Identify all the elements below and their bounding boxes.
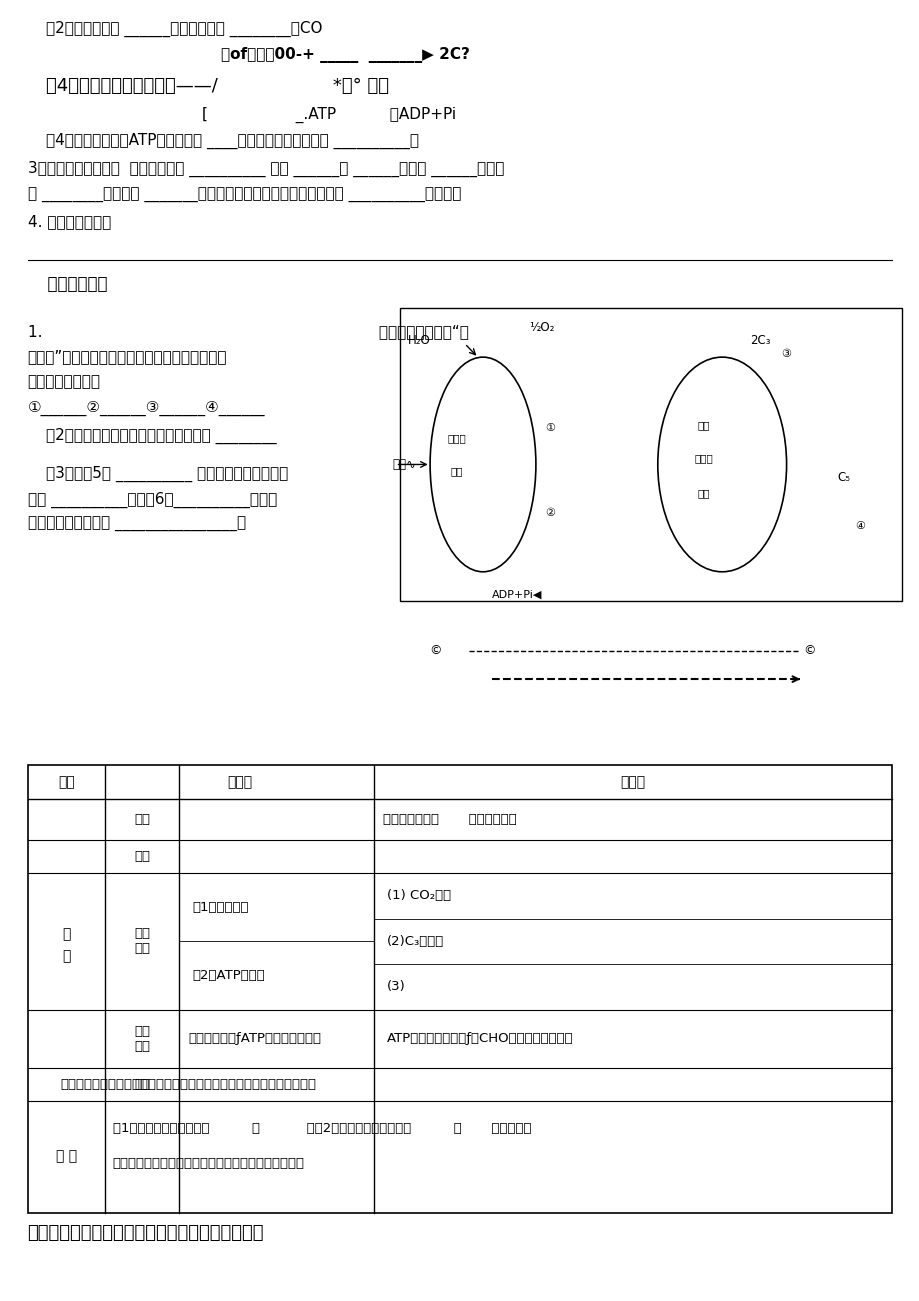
Text: 项目: 项目	[58, 775, 74, 788]
Text: ②: ②	[545, 507, 554, 518]
Text: ③: ③	[781, 349, 790, 359]
Text: ©: ©	[802, 644, 815, 657]
Text: 分子: 分子	[450, 466, 463, 476]
Text: 实质: 实质	[134, 1077, 150, 1090]
Text: (3): (3)	[387, 981, 405, 994]
Text: 3、光合作用的概念：  绿色植物通过 __________ 吸收 ______将 ______合成为 ______并释放: 3、光合作用的概念： 绿色植物通过 __________ 吸收 ______将 …	[28, 161, 504, 177]
Text: 体的 __________，图中6是__________阶段，: 体的 __________，图中6是__________阶段，	[28, 492, 277, 507]
Text: 1.                                                                     同桌相互交流讨论“: 1. 同桌相互交流讨论“	[28, 324, 468, 340]
Text: 叶绿素把光能ƒATP中活跃的化学能: 叶绿素把光能ƒATP中活跃的化学能	[187, 1032, 321, 1045]
Text: 光能∿: 光能∿	[392, 458, 416, 471]
Text: ①: ①	[545, 423, 554, 433]
Ellipse shape	[430, 358, 536, 572]
Text: 知识点二：影响光合作用的的环境因素因素及应用: 知识点二：影响光合作用的的环境因素因素及应用	[28, 1224, 264, 1242]
Text: （1）光反应为暗反应提供          、           ，（2）暗反应为光反应提供          、       ，没有光反: （1）光反应为暗反应提供 、 ，（2）暗反应为光反应提供 、 ，没有光反	[113, 1121, 530, 1134]
Text: ①______②______③______④______: ①______②______③______④______	[28, 401, 265, 416]
Text: （3）图中5是 __________ 阶段，反应场所是叶绿: （3）图中5是 __________ 阶段，反应场所是叶绿	[46, 466, 288, 481]
Text: 课上合作探究: 课上合作探究	[37, 275, 108, 293]
Text: 多种酶: 多种酶	[694, 453, 712, 463]
Text: （1）水的光解: （1）水的光解	[193, 900, 249, 913]
Text: 把二氧化碳和水转变成有机物，同时把光能转变为化学能储存在有机物中: 把二氧化碳和水转变成有机物，同时把光能转变为化学能储存在有机物中	[60, 1077, 316, 1090]
Text: [                  _.ATP           、ADP+Pi: [ _.ATP 、ADP+Pi	[202, 107, 456, 122]
Text: 应，暗反应无法进行，没有暗反应，有机物无法合成。: 应，暗反应无法进行，没有暗反应，有机物无法合成。	[113, 1157, 304, 1170]
Text: （2）条件：不需 ______和色素，需要 ________和CO: （2）条件：不需 ______和色素，需要 ________和CO	[46, 21, 323, 36]
Text: ½O₂: ½O₂	[528, 321, 554, 334]
Text: 别: 别	[62, 950, 71, 963]
Text: ADP+Pi◀: ADP+Pi◀	[492, 589, 542, 600]
Text: 固定: 固定	[697, 420, 709, 431]
Text: (2)C₃的还原: (2)C₃的还原	[387, 935, 444, 948]
Text: C₅: C₅	[836, 471, 849, 484]
Text: H₂O: H₂O	[407, 334, 430, 347]
Text: 场所: 场所	[134, 850, 150, 863]
Text: 4. 总反应式如下：: 4. 总反应式如下：	[28, 213, 110, 229]
Text: 出 ________，同时将 _______转化为储存在糖类和其他有机物中的 __________的过程。: 出 ________，同时将 _______转化为储存在糖类和其他有机物中的 _…	[28, 187, 460, 203]
Text: 光反应: 光反应	[227, 775, 252, 788]
Bar	[28, 765, 891, 1213]
Text: （4）物质变化偽的还原：——/                    *（° 违时: （4）物质变化偽的还原：——/ *（° 违时	[46, 77, 389, 95]
Text: 2C₃: 2C₃	[749, 334, 769, 347]
Text: 卢of固定：00-+ _____  _______▶ 2C?: 卢of固定：00-+ _____ _______▶ 2C?	[221, 47, 470, 62]
Ellipse shape	[657, 358, 786, 572]
Text: ④: ④	[855, 520, 864, 531]
Text: 主学习”内容，根据下面光合作用图解，请回答：: 主学习”内容，根据下面光合作用图解，请回答：	[28, 349, 227, 364]
Text: 还原: 还原	[697, 488, 709, 498]
Text: 物质
变化: 物质 变化	[134, 928, 150, 955]
Text: ATP中活跃的化学能ƒ（CHO）中稳定的化学能: ATP中活跃的化学能ƒ（CHO）中稳定的化学能	[387, 1032, 573, 1045]
Text: (1) CO₂固定: (1) CO₂固定	[387, 890, 451, 903]
Text: （2）ATP的形成: （2）ATP的形成	[193, 969, 266, 982]
Text: ©: ©	[428, 644, 441, 657]
Text: （2）暗反应中需要光反应提供的物质是 ________: （2）暗反应中需要光反应提供的物质是 ________	[46, 428, 277, 444]
Text: 区: 区	[62, 928, 71, 941]
Text: 叶绿素: 叶绿素	[448, 433, 466, 444]
Text: 能量
变化: 能量 变化	[134, 1025, 150, 1053]
Text: 表的物质分别是：: 表的物质分别是：	[28, 373, 100, 389]
Text: 反应场所是叶绿体的 ________________。: 反应场所是叶绿体的 ________________。	[28, 516, 245, 532]
Text: 暗反应: 暗反应	[619, 775, 645, 788]
Text: 联 系: 联 系	[56, 1150, 77, 1163]
Text: 不需要叶绿素和       ，需要多种酶: 不需要叶绿素和 ，需要多种酶	[382, 813, 516, 826]
FancyBboxPatch shape	[400, 308, 901, 601]
Text: （4）能量变化：，ATP和传递中的 ____转化为糖类等有机物中 __________。: （4）能量变化：，ATP和传递中的 ____转化为糖类等有机物中 _______…	[46, 133, 418, 148]
Text: 条件: 条件	[134, 813, 150, 826]
